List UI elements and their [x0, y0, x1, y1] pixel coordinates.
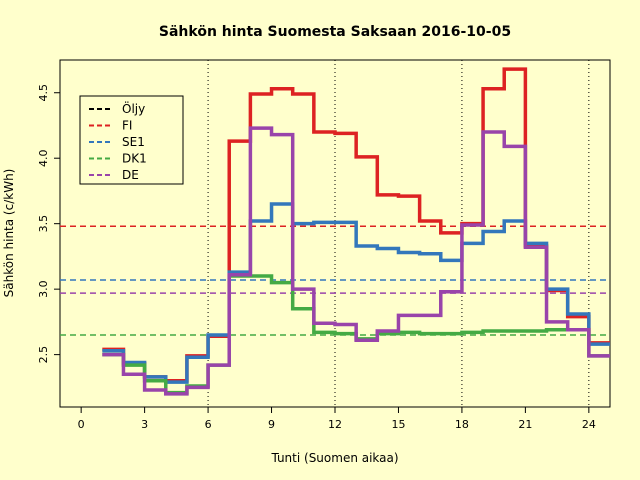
y-tick-label-2: 3.5 [37, 215, 50, 233]
x-axis: 0 3 6 9 12 15 18 21 24 [78, 407, 596, 431]
y-tick-label-1: 3.0 [37, 280, 50, 298]
x-tick-label-15: 15 [391, 418, 405, 431]
legend-label-2: SE1 [122, 135, 145, 149]
x-tick-label-9: 9 [268, 418, 275, 431]
y-tick-label-0: 2.5 [37, 346, 50, 364]
x-tick-label-21: 21 [518, 418, 532, 431]
legend-box [79, 95, 184, 185]
x-tick-label-24: 24 [582, 418, 596, 431]
series-line-de [102, 126, 610, 396]
x-tick-label-12: 12 [328, 418, 342, 431]
x-tick-label-6: 6 [205, 418, 212, 431]
y-tick-label-3: 4.0 [37, 149, 50, 167]
y-axis: 2.5 3.0 3.5 4.0 4.5 [37, 84, 60, 363]
legend-label-4: DE [122, 168, 139, 182]
legend-label-0: Öljy [122, 100, 145, 116]
x-tick-label-18: 18 [455, 418, 469, 431]
chart-title: Sähkön hinta Suomesta Saksaan 2016-10-05 [159, 24, 511, 40]
legend-label-1: FI [122, 119, 132, 133]
y-axis-label: Sähkön hinta (c/kWh) [2, 169, 16, 298]
x-tick-label-0: 0 [78, 418, 85, 431]
vertical-gridlines [207, 60, 590, 407]
legend: Öljy FI SE1 DK1 DE [79, 95, 184, 185]
x-tick-label-3: 3 [141, 418, 148, 431]
legend-label-3: DK1 [122, 152, 147, 166]
x-axis-label: Tunti (Suomen aikaa) [270, 451, 398, 465]
y-tick-label-4: 4.5 [37, 84, 50, 102]
series-lines [102, 67, 610, 396]
